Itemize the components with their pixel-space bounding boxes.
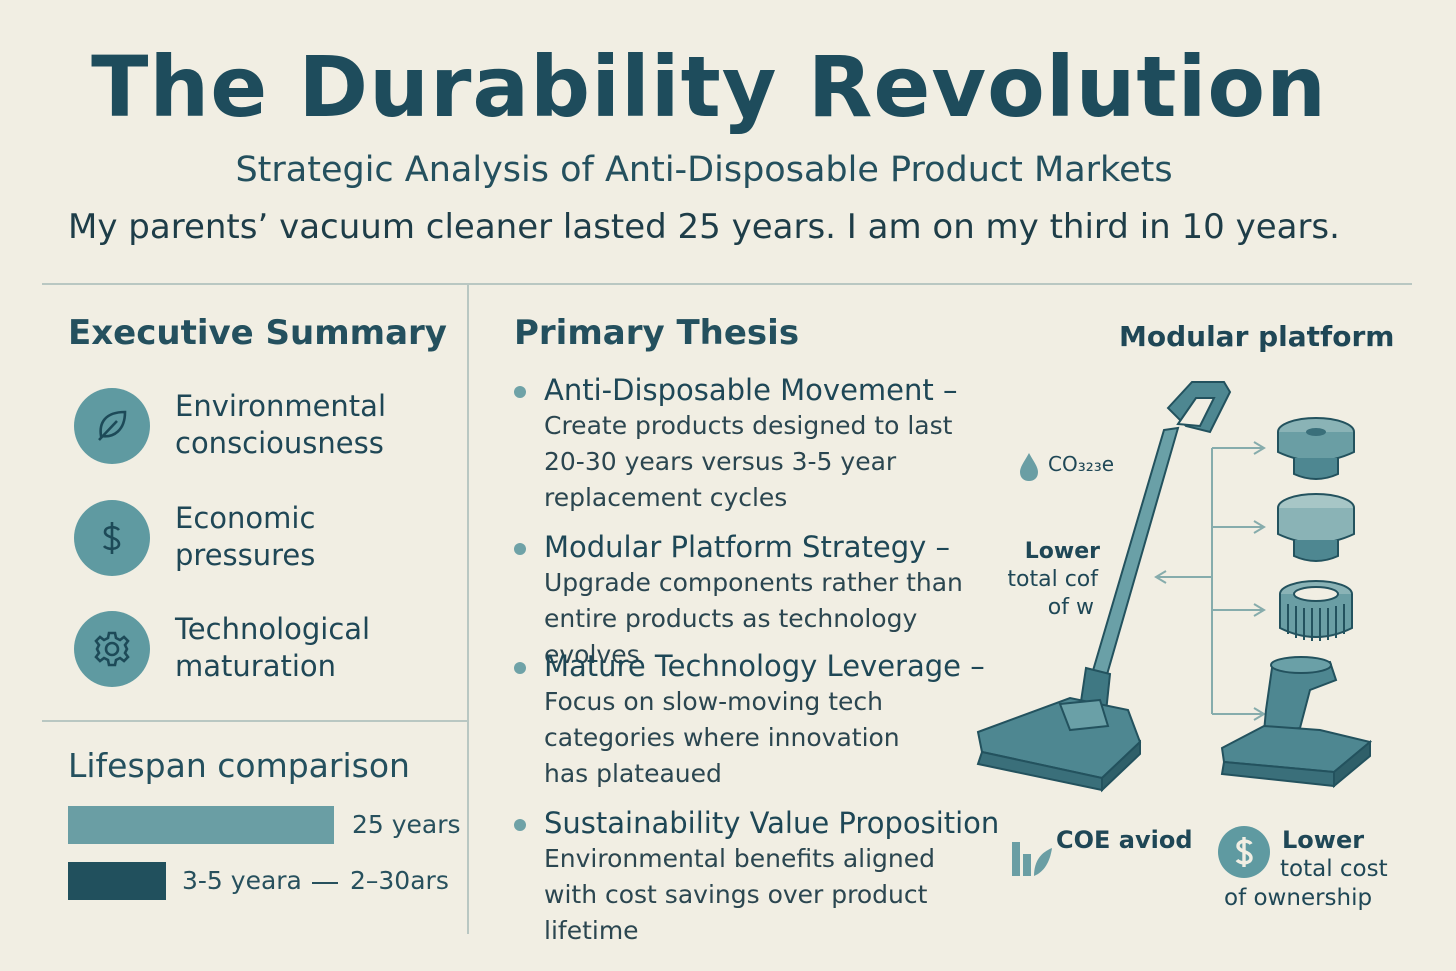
summary-label-line2: maturation [175, 649, 337, 683]
page-title: The Durability Revolution [91, 38, 1327, 136]
summary-label-line2: pressures [175, 538, 316, 572]
summary-item-technological: Technological maturation [74, 611, 454, 687]
primary-thesis-heading: Primary Thesis [514, 313, 800, 353]
bullet-dot [514, 662, 526, 674]
bar-growth-icon [1010, 826, 1054, 876]
dollar-icon [74, 500, 150, 576]
bullet-description: Environmental benefits aligned with cost… [544, 844, 936, 945]
column-divider [467, 284, 469, 934]
summary-label-line2: consciousness [175, 426, 384, 460]
summary-item-economic: Economic pressures [74, 500, 454, 576]
lower-cost-label: Lower total cof of w [1000, 538, 1120, 622]
leaf-icon [74, 388, 150, 464]
lifespan-bar-long-label: 25 years [352, 810, 461, 839]
lifespan-bar-long [68, 806, 334, 844]
tagline: My parents’ vacuum cleaner lasted 25 yea… [68, 207, 1340, 247]
modular-platform-heading: Modular platform [1119, 320, 1395, 353]
bullet-description: Focus on slow-moving tech categories whe… [544, 687, 900, 788]
summary-item-environmental: Environmental consciousness [74, 388, 454, 464]
lower-label-line2: total cof [1007, 567, 1098, 592]
bullet-dot [514, 819, 526, 831]
lifespan-heading: Lifespan comparison [68, 746, 410, 785]
summary-label-line1: Economic [175, 501, 316, 535]
bullet-dash: – [926, 530, 951, 564]
lower-label-line3: of w [1047, 595, 1094, 620]
summary-divider [42, 720, 468, 722]
lifespan-bar-short [68, 862, 166, 900]
droplet-icon [1018, 452, 1040, 482]
lifespan-range-label: 2–30ars [350, 866, 449, 895]
summary-label-line1: Environmental [175, 389, 387, 423]
bullet-title: Anti-Disposable Movement [544, 373, 934, 407]
gear-icon [74, 611, 150, 687]
bullet-title: Mature Technology Leverage [544, 649, 961, 683]
co2-label: CO₃₂₃e [1048, 452, 1115, 476]
cost-coin-icon [1218, 826, 1270, 878]
summary-label-line1: Technological [175, 612, 371, 646]
bullet-description: Upgrade components rather than entire pr… [544, 568, 963, 669]
bullet-dot [514, 543, 526, 555]
lifespan-connector [312, 882, 338, 884]
coe-avoid-label: COE aviod [1056, 826, 1193, 854]
bullet-dash: – [933, 373, 958, 407]
bullet-title: Modular Platform Strategy [544, 530, 927, 564]
cost-label-line3: of ownership [1224, 885, 1373, 911]
bullet-title: Sustainability Value Proposition [544, 806, 1000, 840]
lifespan-bar-short-label: 3-5 yeara [182, 866, 302, 895]
executive-summary-heading: Executive Summary [68, 313, 447, 353]
cost-label-line1: Lower [1282, 826, 1365, 854]
page-subtitle: Strategic Analysis of Anti-Disposable Pr… [235, 150, 1173, 190]
header-divider [42, 283, 1412, 285]
cost-label-line2: total cost [1280, 856, 1388, 882]
bullet-dot [514, 386, 526, 398]
lower-label-line1: Lower [1024, 539, 1100, 564]
bullet-dash: – [961, 649, 985, 683]
bullet-description: Create products designed to last 20-30 y… [544, 411, 953, 512]
